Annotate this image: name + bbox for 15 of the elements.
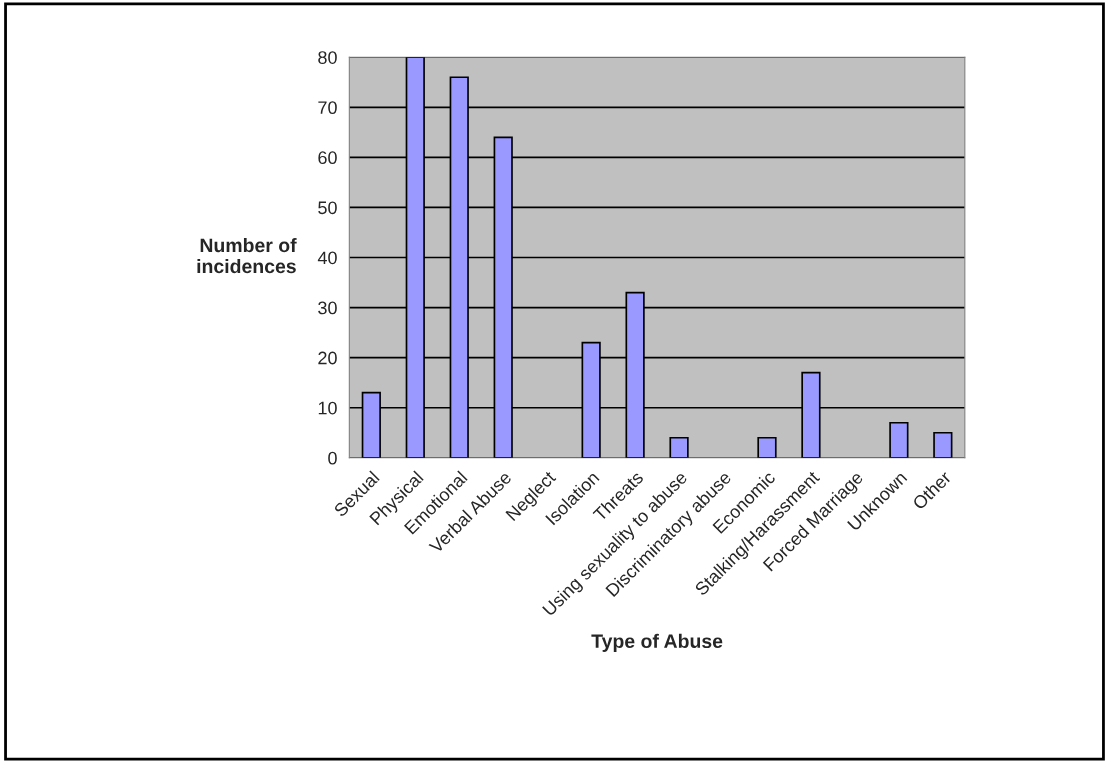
y-tick-label: 60 (318, 151, 337, 165)
y-tick-label: 40 (317, 251, 337, 265)
y-tick-label: 70 (318, 101, 337, 115)
bar (933, 431, 953, 458)
bar (757, 436, 777, 458)
y-axis-title: Number of incidences (197, 237, 297, 274)
y-tick-label: 0 (328, 451, 337, 465)
y-tick-label: 50 (318, 201, 337, 215)
x-axis-title: Type of Abuse (591, 633, 723, 652)
bar (889, 421, 909, 458)
y-tick-label: 10 (318, 401, 337, 415)
y-tick-label: 30 (318, 301, 337, 315)
y-tick-label: 80 (318, 51, 337, 64)
y-tick-label: 20 (318, 351, 337, 365)
bar (669, 436, 689, 458)
